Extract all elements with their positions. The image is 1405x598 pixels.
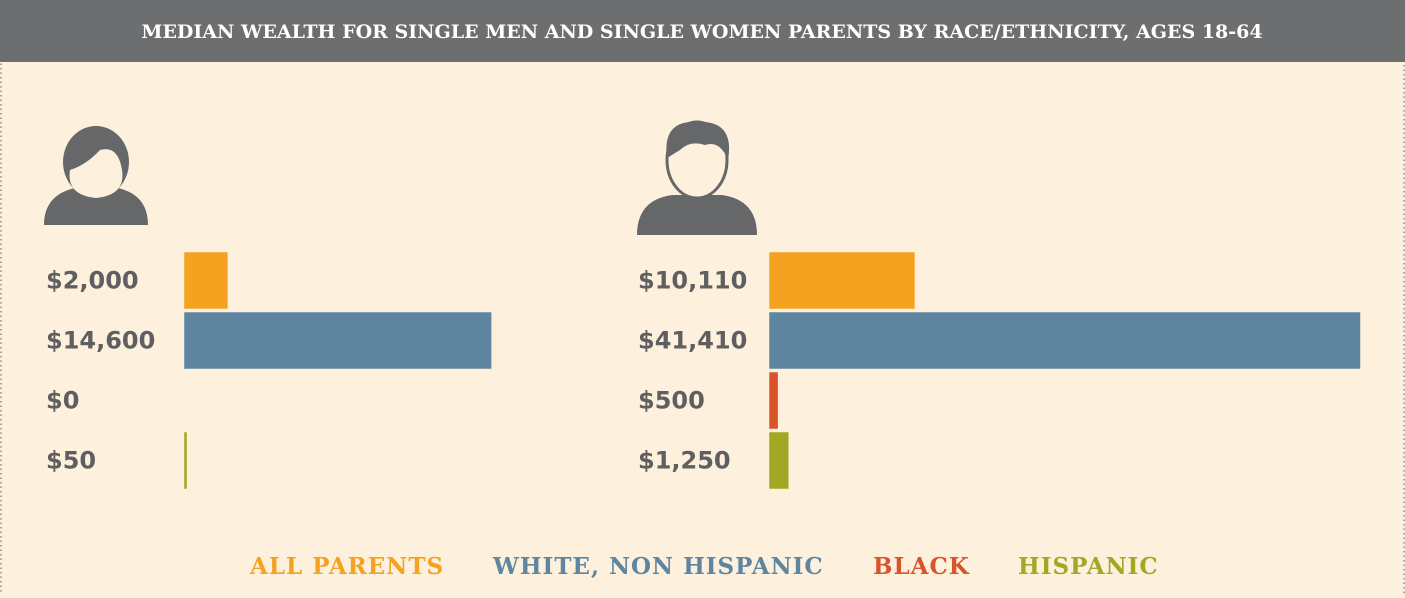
man-icon: [637, 120, 757, 235]
value-label: $500: [638, 387, 705, 415]
value-label: $10,110: [638, 267, 747, 295]
legend-label: ALL PARENTS: [249, 553, 444, 580]
value-label: $0: [46, 387, 79, 415]
bar: [184, 312, 492, 369]
title-bar: [0, 0, 1405, 62]
value-label: $2,000: [46, 267, 139, 295]
legend-label: HISPANIC: [1018, 553, 1159, 580]
bar: [769, 372, 778, 429]
woman-icon: [44, 126, 148, 225]
legend-label: BLACK: [873, 553, 970, 580]
value-label: $14,600: [46, 327, 155, 355]
value-label: $1,250: [638, 447, 731, 475]
bar: [184, 432, 187, 489]
chart-title: MEDIAN WEALTH FOR SINGLE MEN AND SINGLE …: [141, 21, 1262, 43]
value-label: $50: [46, 447, 96, 475]
bar: [769, 312, 1361, 369]
legend-label: WHITE, NON HISPANIC: [492, 553, 824, 580]
bar: [769, 432, 789, 489]
bar: [769, 252, 915, 309]
bar: [184, 252, 228, 309]
value-label: $41,410: [638, 327, 747, 355]
